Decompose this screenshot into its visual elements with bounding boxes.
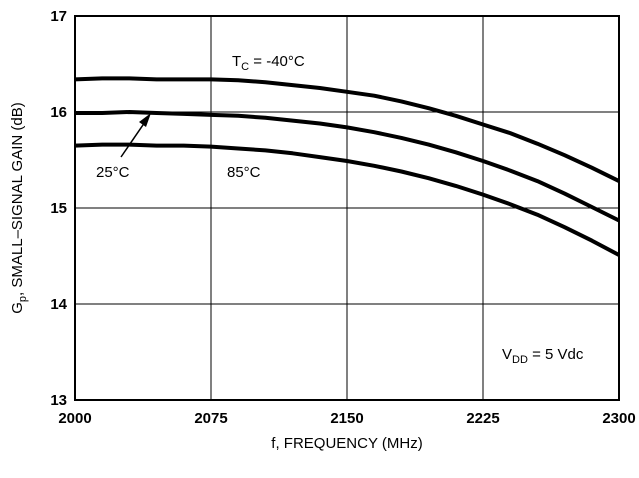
annotation-tc-rest: = -40°C	[249, 53, 305, 70]
y-tick-label-13: 13	[50, 392, 67, 409]
y-tick-label-15: 15	[50, 200, 67, 217]
y-tick-label-17: 17	[50, 8, 67, 25]
annotation-25c: 25°C	[96, 164, 130, 181]
x-tick-labels: 2000 2075 2150 2225 2300	[58, 410, 635, 427]
annotation-25c-arrow-line	[120, 121, 146, 158]
y-axis-label-rest: , SMALL–SIGNAL GAIN (dB)	[9, 102, 26, 296]
y-tick-labels: 13 14 15 16 17	[50, 8, 67, 409]
series-line-t-c-40-c	[74, 76, 620, 183]
x-tick-label-2225: 2225	[466, 410, 499, 427]
annotation-tc-minus40: TC = -40°C	[232, 53, 305, 73]
annotation-vdd-rest: = 5 Vdc	[528, 346, 584, 363]
x-tick-label-2000: 2000	[58, 410, 91, 427]
annotation-vdd: VDD = 5 Vdc	[502, 346, 584, 366]
y-tick-label-14: 14	[50, 296, 67, 313]
y-tick-label-16: 16	[50, 104, 67, 121]
annotation-vdd-subscript: DD	[512, 354, 528, 366]
y-axis-label-subscript: p	[17, 296, 29, 302]
series-group	[74, 76, 620, 257]
grid	[75, 16, 619, 400]
annotation-25c-arrow-head	[139, 113, 151, 127]
x-tick-label-2075: 2075	[194, 410, 227, 427]
x-tick-label-2150: 2150	[330, 410, 363, 427]
x-axis-label: f, FREQUENCY (MHz)	[271, 435, 422, 452]
y-axis-label-main: G	[9, 302, 26, 314]
series-line-25-c	[75, 110, 620, 223]
annotation-vdd-main: V	[502, 346, 512, 363]
annotation-85c: 85°C	[227, 164, 261, 181]
y-axis-label: Gp, SMALL–SIGNAL GAIN (dB)	[9, 102, 29, 313]
plot-frame	[74, 15, 620, 401]
x-tick-label-2300: 2300	[602, 410, 635, 427]
series-line-85-c	[74, 142, 620, 257]
annotation-tc-subscript: C	[241, 61, 249, 73]
annotation-tc-main: T	[232, 53, 241, 70]
